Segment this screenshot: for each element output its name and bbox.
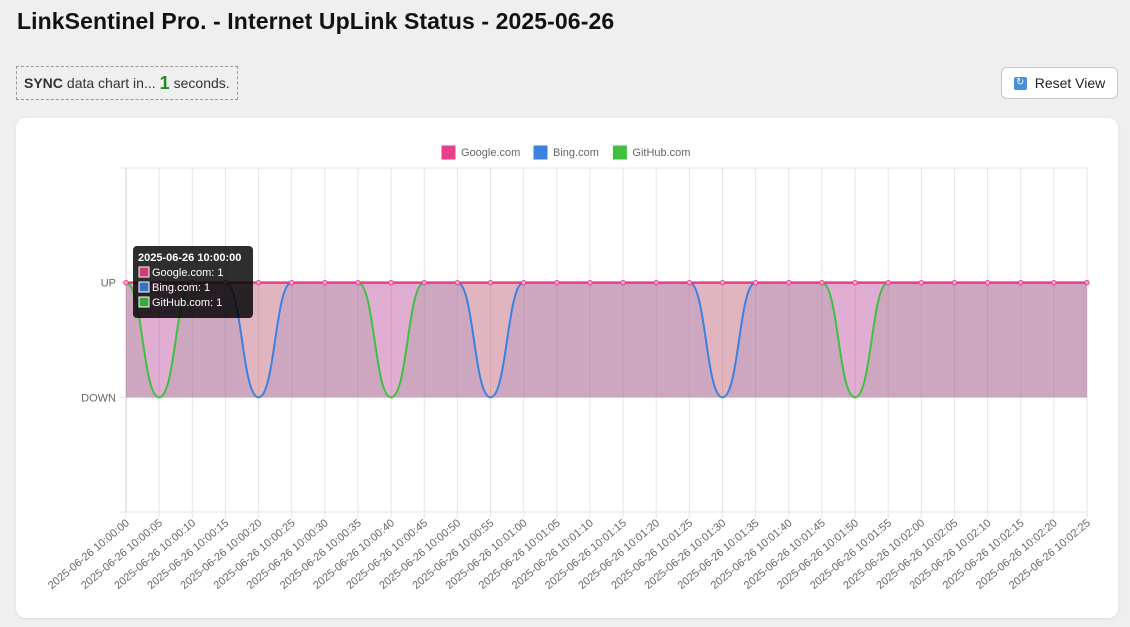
data-point <box>819 279 825 286</box>
refresh-icon: ↻ <box>1013 76 1027 90</box>
data-point <box>653 279 659 286</box>
tooltip-swatch <box>138 296 150 308</box>
tooltip-line: Google.com: 1 <box>152 267 224 279</box>
data-point <box>388 279 394 286</box>
data-point <box>123 279 129 286</box>
data-point <box>355 279 361 286</box>
data-point <box>1018 279 1024 286</box>
data-point <box>852 279 858 286</box>
data-point <box>255 279 262 286</box>
chart-legend: Google.com Bing.com GitHub.com <box>441 145 690 160</box>
chart-tooltip: 2025-06-26 10:00:00 Google.com: 1 Bing.com… <box>133 246 253 318</box>
chart-card: UP DOWN 2025-06-26 10:00:00 2025-06-26 10:0… <box>16 118 1118 618</box>
sync-unit: seconds. <box>173 75 230 91</box>
data-point <box>1051 279 1057 286</box>
tooltip-box <box>133 246 253 318</box>
legend-label: Google.com <box>461 147 520 159</box>
chart-grid <box>120 167 1088 518</box>
tooltip-line: GitHub.com: 1 <box>152 297 222 309</box>
data-point <box>620 279 626 286</box>
data-point <box>421 279 427 286</box>
data-point <box>951 279 958 286</box>
data-point <box>587 279 593 286</box>
tooltip-line: Bing.com: 1 <box>152 282 210 294</box>
data-point <box>554 279 560 286</box>
sync-label: SYNC <box>24 75 63 91</box>
data-point <box>1084 279 1090 286</box>
tooltip-swatch <box>138 266 150 278</box>
tooltip-swatch <box>138 281 150 293</box>
data-point <box>786 279 792 286</box>
sync-text: data chart in... <box>66 75 156 91</box>
legend-label: GitHub.com <box>632 147 690 159</box>
data-point <box>752 279 759 286</box>
legend-swatch <box>441 145 456 160</box>
sync-status: SYNC data chart in... 1 seconds. <box>16 66 238 100</box>
data-point <box>487 279 494 286</box>
data-point <box>918 279 925 286</box>
series-area-bing-com <box>126 282 1087 398</box>
data-point <box>885 279 891 286</box>
legend-swatch <box>533 145 548 160</box>
data-point <box>454 279 461 286</box>
data-point <box>984 279 991 286</box>
legend-swatch <box>612 145 627 160</box>
data-point <box>322 279 328 286</box>
sync-countdown: 1 <box>159 72 170 93</box>
data-point <box>719 279 726 286</box>
data-point <box>520 279 527 286</box>
y-tick-label: DOWN <box>81 392 116 404</box>
series-area-github-com <box>126 282 1087 398</box>
tooltip-title: 2025-06-26 10:00:00 <box>138 252 241 264</box>
reset-view-button[interactable]: ↻ Reset View <box>1001 67 1118 99</box>
data-point <box>288 279 295 286</box>
series-area-google-com <box>126 282 1087 398</box>
reset-view-label: Reset View <box>1034 75 1106 91</box>
page-title: LinkSentinel Pro. - Internet UpLink Stat… <box>17 8 615 34</box>
legend-label: Bing.com <box>553 147 599 159</box>
data-point <box>686 279 693 286</box>
y-tick-label: UP <box>101 278 116 290</box>
